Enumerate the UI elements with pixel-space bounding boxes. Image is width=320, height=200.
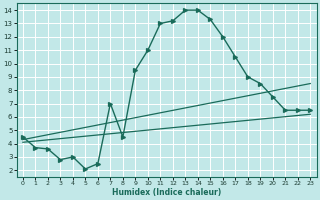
X-axis label: Humidex (Indice chaleur): Humidex (Indice chaleur): [112, 188, 221, 197]
